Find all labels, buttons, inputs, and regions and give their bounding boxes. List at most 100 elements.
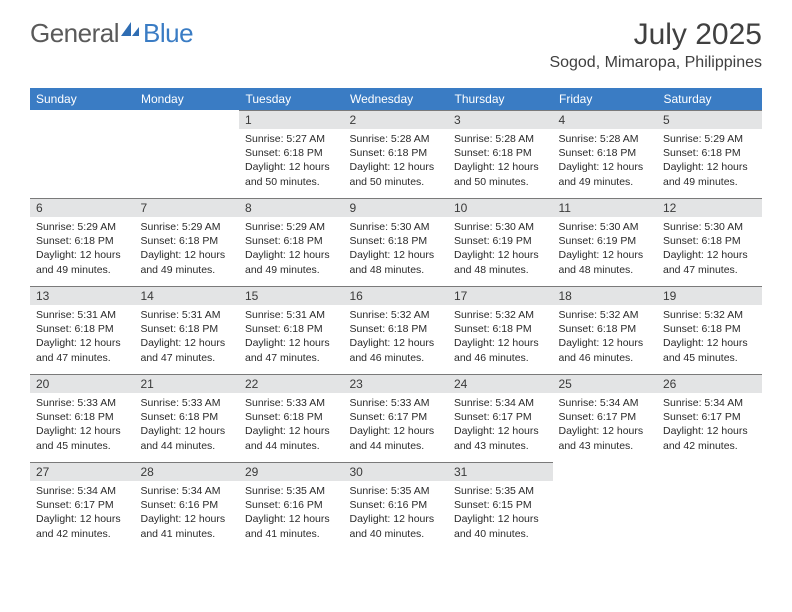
calendar-day-cell: 2Sunrise: 5:28 AMSunset: 6:18 PMDaylight…	[344, 110, 449, 198]
sunrise-line: Sunrise: 5:34 AM	[36, 484, 129, 498]
sunrise-line: Sunrise: 5:27 AM	[245, 132, 338, 146]
sunrise-line: Sunrise: 5:28 AM	[454, 132, 547, 146]
calendar-day-cell: 13Sunrise: 5:31 AMSunset: 6:18 PMDayligh…	[30, 286, 135, 374]
calendar-day-cell: 29Sunrise: 5:35 AMSunset: 6:16 PMDayligh…	[239, 462, 344, 550]
calendar-day-cell: 19Sunrise: 5:32 AMSunset: 6:18 PMDayligh…	[657, 286, 762, 374]
day-number: 25	[553, 374, 658, 393]
sunset-line: Sunset: 6:17 PM	[663, 410, 756, 424]
day-body: Sunrise: 5:32 AMSunset: 6:18 PMDaylight:…	[344, 305, 449, 371]
day-body: Sunrise: 5:33 AMSunset: 6:18 PMDaylight:…	[239, 393, 344, 459]
day-body: Sunrise: 5:33 AMSunset: 6:17 PMDaylight:…	[344, 393, 449, 459]
daylight-line: Daylight: 12 hours and 50 minutes.	[245, 160, 338, 188]
sunset-line: Sunset: 6:18 PM	[663, 234, 756, 248]
weekday-header: Wednesday	[344, 88, 449, 110]
calendar-table: SundayMondayTuesdayWednesdayThursdayFrid…	[30, 88, 762, 550]
day-body: Sunrise: 5:29 AMSunset: 6:18 PMDaylight:…	[657, 129, 762, 195]
sunrise-line: Sunrise: 5:35 AM	[350, 484, 443, 498]
brand-logo: General Blue	[30, 18, 193, 49]
sunset-line: Sunset: 6:18 PM	[141, 410, 234, 424]
daylight-line: Daylight: 12 hours and 45 minutes.	[663, 336, 756, 364]
daylight-line: Daylight: 12 hours and 45 minutes.	[36, 424, 129, 452]
day-body: Sunrise: 5:31 AMSunset: 6:18 PMDaylight:…	[135, 305, 240, 371]
calendar-day-cell: 5Sunrise: 5:29 AMSunset: 6:18 PMDaylight…	[657, 110, 762, 198]
weekday-header: Monday	[135, 88, 240, 110]
day-number: 6	[30, 198, 135, 217]
sunrise-line: Sunrise: 5:30 AM	[454, 220, 547, 234]
day-body: Sunrise: 5:32 AMSunset: 6:18 PMDaylight:…	[448, 305, 553, 371]
sunset-line: Sunset: 6:18 PM	[663, 146, 756, 160]
calendar-day-cell: 20Sunrise: 5:33 AMSunset: 6:18 PMDayligh…	[30, 374, 135, 462]
day-number: 5	[657, 110, 762, 129]
daylight-line: Daylight: 12 hours and 43 minutes.	[559, 424, 652, 452]
day-body: Sunrise: 5:35 AMSunset: 6:15 PMDaylight:…	[448, 481, 553, 547]
sunrise-line: Sunrise: 5:31 AM	[141, 308, 234, 322]
daylight-line: Daylight: 12 hours and 49 minutes.	[141, 248, 234, 276]
day-number	[30, 110, 135, 115]
weekday-header: Saturday	[657, 88, 762, 110]
calendar-day-cell: 9Sunrise: 5:30 AMSunset: 6:18 PMDaylight…	[344, 198, 449, 286]
calendar-day-cell: 4Sunrise: 5:28 AMSunset: 6:18 PMDaylight…	[553, 110, 658, 198]
day-number: 4	[553, 110, 658, 129]
sunset-line: Sunset: 6:19 PM	[559, 234, 652, 248]
sunset-line: Sunset: 6:18 PM	[663, 322, 756, 336]
day-body: Sunrise: 5:35 AMSunset: 6:16 PMDaylight:…	[344, 481, 449, 547]
calendar-empty-cell	[553, 462, 658, 550]
sunrise-line: Sunrise: 5:29 AM	[245, 220, 338, 234]
calendar-day-cell: 22Sunrise: 5:33 AMSunset: 6:18 PMDayligh…	[239, 374, 344, 462]
calendar-day-cell: 18Sunrise: 5:32 AMSunset: 6:18 PMDayligh…	[553, 286, 658, 374]
daylight-line: Daylight: 12 hours and 48 minutes.	[454, 248, 547, 276]
sunset-line: Sunset: 6:15 PM	[454, 498, 547, 512]
daylight-line: Daylight: 12 hours and 49 minutes.	[245, 248, 338, 276]
day-body: Sunrise: 5:27 AMSunset: 6:18 PMDaylight:…	[239, 129, 344, 195]
sunrise-line: Sunrise: 5:30 AM	[663, 220, 756, 234]
sunset-line: Sunset: 6:18 PM	[141, 322, 234, 336]
day-number: 3	[448, 110, 553, 129]
daylight-line: Daylight: 12 hours and 49 minutes.	[663, 160, 756, 188]
page-title: July 2025	[549, 18, 762, 52]
location-text: Sogod, Mimaropa, Philippines	[549, 54, 762, 72]
sunset-line: Sunset: 6:17 PM	[559, 410, 652, 424]
day-number: 14	[135, 286, 240, 305]
brand-text-blue: Blue	[143, 18, 193, 49]
day-number	[657, 462, 762, 467]
sunset-line: Sunset: 6:18 PM	[454, 322, 547, 336]
daylight-line: Daylight: 12 hours and 43 minutes.	[454, 424, 547, 452]
sunset-line: Sunset: 6:18 PM	[454, 146, 547, 160]
sunrise-line: Sunrise: 5:34 AM	[559, 396, 652, 410]
calendar-day-cell: 25Sunrise: 5:34 AMSunset: 6:17 PMDayligh…	[553, 374, 658, 462]
day-body: Sunrise: 5:32 AMSunset: 6:18 PMDaylight:…	[657, 305, 762, 371]
calendar-day-cell: 28Sunrise: 5:34 AMSunset: 6:16 PMDayligh…	[135, 462, 240, 550]
sunset-line: Sunset: 6:19 PM	[454, 234, 547, 248]
day-body: Sunrise: 5:28 AMSunset: 6:18 PMDaylight:…	[448, 129, 553, 195]
sunrise-line: Sunrise: 5:31 AM	[245, 308, 338, 322]
calendar-body: 1Sunrise: 5:27 AMSunset: 6:18 PMDaylight…	[30, 110, 762, 550]
day-body: Sunrise: 5:34 AMSunset: 6:17 PMDaylight:…	[657, 393, 762, 459]
daylight-line: Daylight: 12 hours and 41 minutes.	[141, 512, 234, 540]
brand-text-general: General	[30, 18, 119, 49]
sunrise-line: Sunrise: 5:32 AM	[663, 308, 756, 322]
day-number: 26	[657, 374, 762, 393]
calendar-empty-cell	[135, 110, 240, 198]
daylight-line: Daylight: 12 hours and 50 minutes.	[454, 160, 547, 188]
daylight-line: Daylight: 12 hours and 48 minutes.	[559, 248, 652, 276]
calendar-row: 6Sunrise: 5:29 AMSunset: 6:18 PMDaylight…	[30, 198, 762, 286]
weekday-header: Tuesday	[239, 88, 344, 110]
sunrise-line: Sunrise: 5:33 AM	[245, 396, 338, 410]
weekday-header: Thursday	[448, 88, 553, 110]
sunrise-line: Sunrise: 5:32 AM	[454, 308, 547, 322]
day-body: Sunrise: 5:34 AMSunset: 6:17 PMDaylight:…	[30, 481, 135, 547]
calendar-day-cell: 3Sunrise: 5:28 AMSunset: 6:18 PMDaylight…	[448, 110, 553, 198]
day-body: Sunrise: 5:29 AMSunset: 6:18 PMDaylight:…	[30, 217, 135, 283]
sunset-line: Sunset: 6:18 PM	[245, 322, 338, 336]
daylight-line: Daylight: 12 hours and 44 minutes.	[350, 424, 443, 452]
sunrise-line: Sunrise: 5:29 AM	[141, 220, 234, 234]
day-body: Sunrise: 5:29 AMSunset: 6:18 PMDaylight:…	[239, 217, 344, 283]
calendar-row: 27Sunrise: 5:34 AMSunset: 6:17 PMDayligh…	[30, 462, 762, 550]
sunrise-line: Sunrise: 5:33 AM	[141, 396, 234, 410]
sunrise-line: Sunrise: 5:28 AM	[350, 132, 443, 146]
day-body: Sunrise: 5:34 AMSunset: 6:17 PMDaylight:…	[553, 393, 658, 459]
sunset-line: Sunset: 6:18 PM	[245, 410, 338, 424]
day-number: 27	[30, 462, 135, 481]
sunrise-line: Sunrise: 5:28 AM	[559, 132, 652, 146]
sunset-line: Sunset: 6:18 PM	[141, 234, 234, 248]
